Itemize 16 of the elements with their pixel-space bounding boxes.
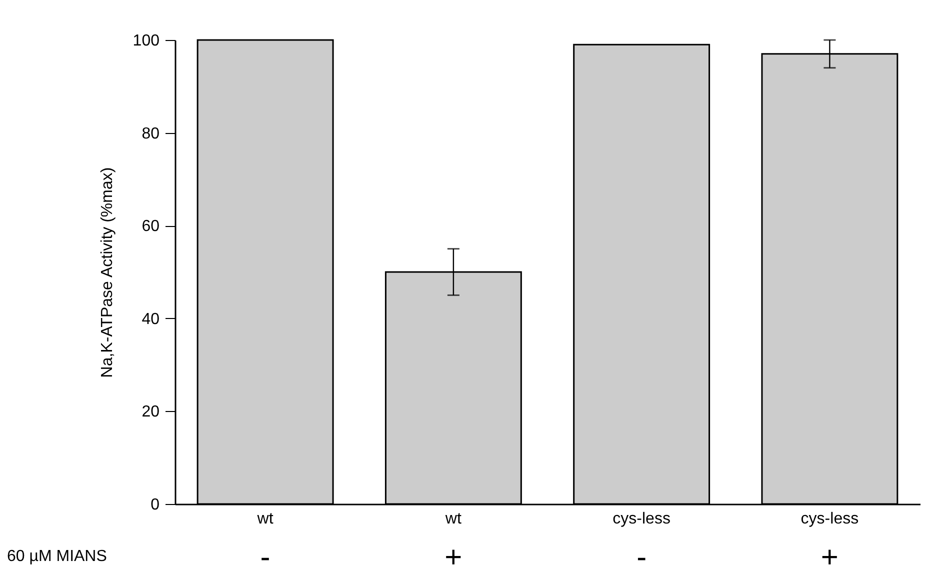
text: -	[260, 541, 270, 574]
text: -	[636, 541, 647, 574]
x-tick-label: wt	[256, 510, 274, 528]
text: 60 µM MIANS	[7, 548, 107, 565]
y-tick-label: 20	[142, 404, 160, 421]
y-tick-label: 60	[142, 218, 160, 236]
text: +	[820, 541, 838, 574]
x-tick-label: cys-less	[612, 510, 670, 528]
x-tick-label: wt	[444, 510, 462, 528]
y-tick-label: 40	[142, 310, 160, 328]
y-tick-label: 100	[132, 32, 160, 50]
text: +	[444, 541, 462, 574]
y-tick-label: 80	[142, 125, 160, 142]
y-axis-title: Na,K-ATPase Activity (%max)	[98, 167, 116, 378]
y-tick-label: 0	[150, 496, 160, 514]
x-tick-label: cys-less	[800, 510, 859, 528]
